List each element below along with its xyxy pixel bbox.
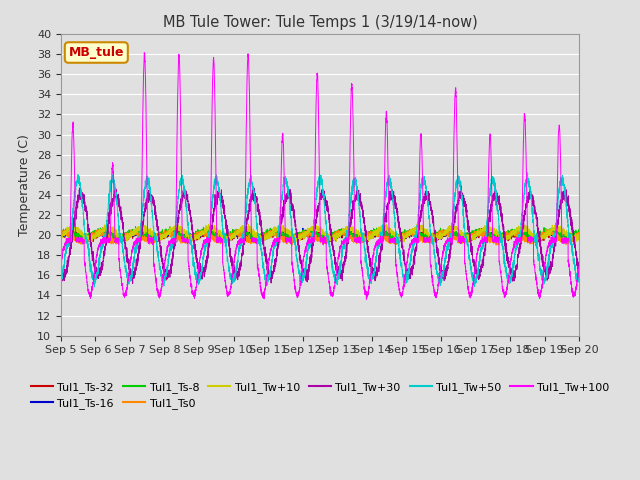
Tul1_Tw+10 bbox=[436, 229, 444, 235]
Line: Tul1_Ts-8: Tul1_Ts-8 bbox=[61, 227, 579, 241]
Tul1_Ts0 bbox=[408, 232, 415, 238]
Tul1_Tw+30 bbox=[408, 271, 415, 277]
Tul1_Tw+100 bbox=[575, 263, 583, 269]
Tul1_Tw+50 bbox=[57, 280, 65, 286]
Tul1_Tw+10 bbox=[408, 228, 415, 234]
Tul1_Ts-16 bbox=[575, 234, 583, 240]
Tul1_Tw+100 bbox=[141, 50, 148, 56]
Y-axis label: Temperature (C): Temperature (C) bbox=[19, 134, 31, 236]
Tul1_Tw+10 bbox=[207, 221, 215, 227]
Tul1_Tw+10 bbox=[575, 232, 582, 238]
Tul1_Tw+10 bbox=[301, 231, 308, 237]
Tul1_Tw+100 bbox=[436, 270, 444, 276]
Tul1_Tw+30 bbox=[150, 203, 158, 208]
Tul1_Ts-16 bbox=[301, 232, 308, 238]
Tul1_Ts0 bbox=[436, 234, 444, 240]
Tul1_Tw+30 bbox=[575, 270, 582, 276]
Tul1_Tw+100 bbox=[362, 297, 370, 302]
Tul1_Tw+30 bbox=[129, 280, 136, 286]
Tul1_Ts-8 bbox=[408, 230, 415, 236]
Tul1_Tw+100 bbox=[301, 250, 308, 256]
Tul1_Ts-32 bbox=[408, 231, 415, 237]
Tul1_Ts-8 bbox=[466, 235, 474, 241]
Tul1_Ts0 bbox=[542, 226, 550, 232]
Tul1_Tw+100 bbox=[408, 241, 415, 247]
Tul1_Tw+50 bbox=[91, 284, 99, 290]
Text: MB_tule: MB_tule bbox=[68, 46, 124, 59]
Tul1_Ts-32 bbox=[436, 233, 444, 239]
Tul1_Ts-32 bbox=[575, 234, 583, 240]
Tul1_Ts-8 bbox=[575, 230, 583, 236]
Tul1_Ts-32 bbox=[150, 236, 158, 241]
Line: Tul1_Tw+100: Tul1_Tw+100 bbox=[61, 53, 579, 300]
Tul1_Ts-32 bbox=[301, 229, 308, 235]
Line: Tul1_Tw+30: Tul1_Tw+30 bbox=[61, 186, 579, 283]
Tul1_Ts-16 bbox=[57, 233, 65, 239]
Tul1_Tw+30 bbox=[57, 267, 65, 273]
Tul1_Ts-32 bbox=[99, 225, 107, 231]
Tul1_Ts0 bbox=[575, 232, 583, 238]
Tul1_Ts-8 bbox=[390, 238, 398, 244]
Legend: Tul1_Ts-32, Tul1_Ts-16, Tul1_Ts-8, Tul1_Ts0, Tul1_Tw+10, Tul1_Tw+30, Tul1_Tw+50,: Tul1_Ts-32, Tul1_Ts-16, Tul1_Ts-8, Tul1_… bbox=[26, 377, 614, 414]
Tul1_Tw+10 bbox=[575, 233, 583, 239]
Tul1_Ts0 bbox=[465, 233, 473, 239]
Tul1_Ts-8 bbox=[575, 231, 582, 237]
Tul1_Tw+100 bbox=[575, 268, 582, 274]
Line: Tul1_Ts-32: Tul1_Ts-32 bbox=[61, 228, 579, 243]
Tul1_Tw+50 bbox=[465, 252, 473, 258]
Tul1_Ts-32 bbox=[575, 234, 582, 240]
Tul1_Tw+10 bbox=[150, 229, 158, 235]
Tul1_Tw+50 bbox=[524, 170, 531, 176]
Line: Tul1_Ts-16: Tul1_Ts-16 bbox=[61, 228, 579, 242]
Tul1_Ts-16 bbox=[117, 239, 125, 245]
Title: MB Tule Tower: Tule Temps 1 (3/19/14-now): MB Tule Tower: Tule Temps 1 (3/19/14-now… bbox=[163, 15, 477, 30]
Line: Tul1_Tw+50: Tul1_Tw+50 bbox=[61, 173, 579, 287]
Tul1_Ts0 bbox=[150, 235, 158, 241]
Tul1_Tw+50 bbox=[575, 275, 583, 280]
Tul1_Ts-16 bbox=[299, 226, 307, 231]
Tul1_Ts-32 bbox=[465, 239, 473, 244]
Tul1_Tw+30 bbox=[575, 264, 583, 270]
Tul1_Tw+100 bbox=[57, 264, 65, 270]
Tul1_Tw+10 bbox=[466, 236, 474, 241]
Tul1_Ts-32 bbox=[57, 228, 65, 234]
Tul1_Ts-16 bbox=[150, 233, 158, 239]
Tul1_Tw+10 bbox=[223, 240, 231, 245]
Tul1_Ts-8 bbox=[436, 232, 444, 238]
Tul1_Ts0 bbox=[57, 230, 65, 236]
Tul1_Tw+50 bbox=[301, 267, 308, 273]
Line: Tul1_Tw+10: Tul1_Tw+10 bbox=[61, 224, 579, 242]
Tul1_Ts-16 bbox=[575, 232, 582, 238]
Tul1_Ts-8 bbox=[57, 229, 65, 235]
Tul1_Tw+50 bbox=[436, 276, 444, 282]
Tul1_Tw+100 bbox=[150, 262, 158, 268]
Tul1_Ts0 bbox=[301, 230, 308, 236]
Tul1_Ts-16 bbox=[436, 232, 444, 238]
Tul1_Ts0 bbox=[575, 231, 582, 237]
Tul1_Tw+100 bbox=[466, 290, 474, 296]
Tul1_Tw+50 bbox=[575, 273, 582, 278]
Tul1_Ts-32 bbox=[532, 240, 540, 246]
Tul1_Ts-8 bbox=[150, 235, 158, 240]
Tul1_Tw+30 bbox=[457, 183, 465, 189]
Tul1_Tw+50 bbox=[150, 234, 158, 240]
Tul1_Ts-8 bbox=[301, 230, 308, 236]
Tul1_Tw+30 bbox=[466, 229, 474, 235]
Tul1_Ts-8 bbox=[132, 224, 140, 229]
Tul1_Ts-16 bbox=[466, 236, 474, 241]
Tul1_Tw+30 bbox=[301, 271, 308, 276]
Line: Tul1_Ts0: Tul1_Ts0 bbox=[61, 229, 579, 246]
Tul1_Ts-16 bbox=[408, 228, 415, 233]
Tul1_Ts0 bbox=[219, 243, 227, 249]
Tul1_Tw+30 bbox=[436, 268, 444, 274]
Tul1_Tw+10 bbox=[57, 233, 65, 239]
Tul1_Tw+50 bbox=[408, 248, 415, 253]
